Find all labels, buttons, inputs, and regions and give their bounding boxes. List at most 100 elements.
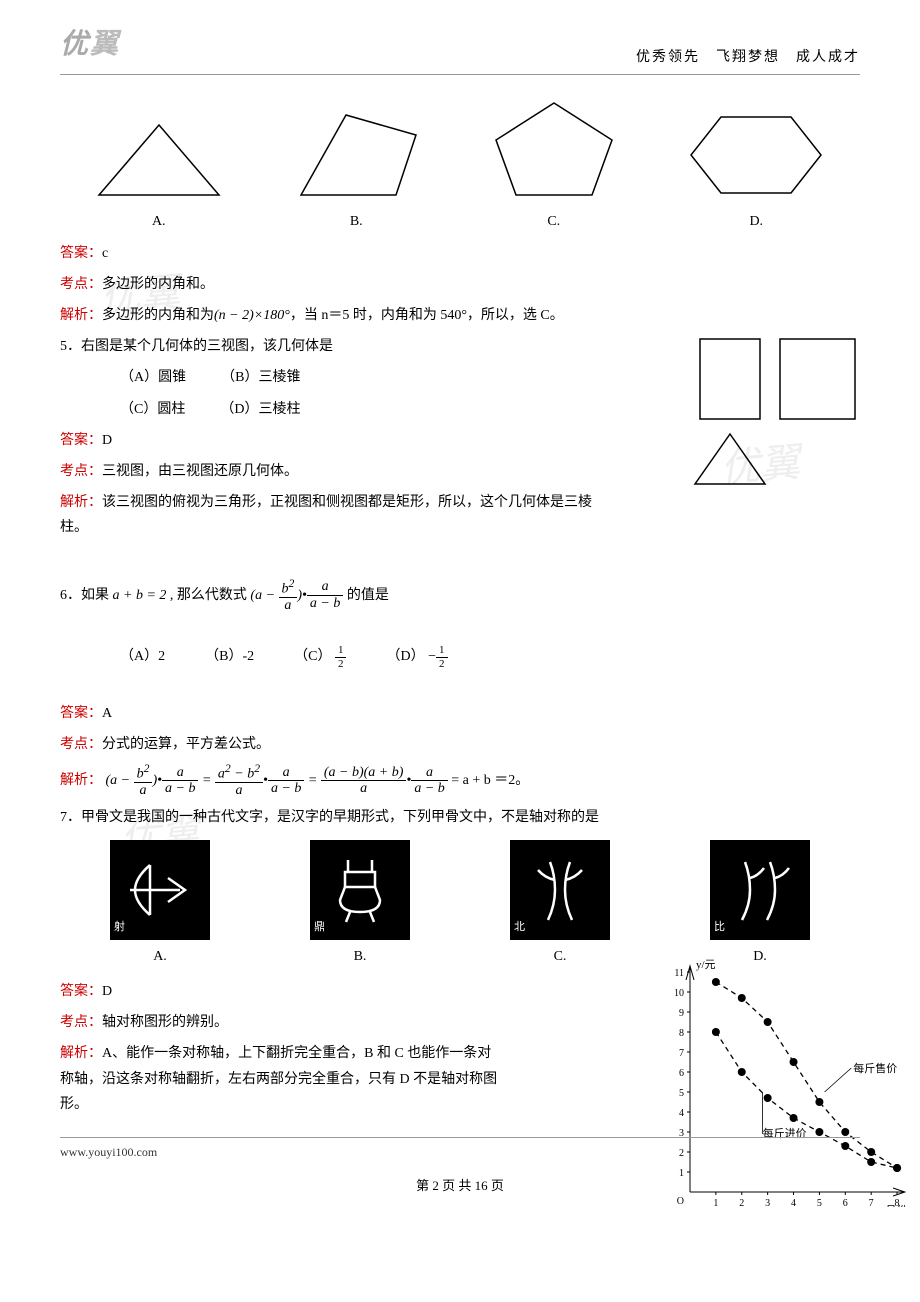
glyph-bi-icon <box>720 850 800 930</box>
logo-char-2: 翼 <box>90 29 120 60</box>
q4-analysis: 解析：多边形的内角和为(n − 2)×180°，当 n＝5 时，内角和为 540… <box>60 303 860 328</box>
answer-value: A <box>102 706 112 721</box>
q7-stem: 7．甲骨文是我国的一种古代文字，是汉字的早期形式，下列甲骨文中，不是轴对称的是 <box>60 805 860 830</box>
q5-analysis: 解析：该三视图的俯视为三角形，正视图和侧视图都是矩形，所以，这个几何体是三棱柱。 <box>60 490 600 540</box>
q6-answer: 答案：A <box>60 701 860 726</box>
page-header: 优翼 优秀领先 飞翔梦想 成人成才 <box>60 20 860 75</box>
q4-shape-b: B. <box>286 105 426 234</box>
q6-analysis-tail: = a + b ＝2。 <box>451 773 529 788</box>
q6-analysis-expr: (a − b2a)•aa − b = a2 − b2a•aa − b = (a … <box>106 773 452 788</box>
svg-text:1: 1 <box>713 1198 718 1207</box>
q7-topic: 考点：轴对称图形的辨别。 <box>60 1010 860 1035</box>
answer-label: 答案： <box>60 246 102 261</box>
svg-text:7: 7 <box>869 1198 874 1207</box>
q7-img-d: 比 D. <box>710 840 810 969</box>
q5-opt-d: （D）三棱柱 <box>227 402 300 417</box>
answer-label: 答案： <box>60 706 102 721</box>
q7-label: C. <box>554 944 567 969</box>
quadrilateral-shape-icon <box>286 105 426 205</box>
q6-expr: (a − b2a)•aa − b <box>250 588 346 603</box>
q4-shape-d: D. <box>681 105 831 234</box>
analysis-formula: (n − 2)×180° <box>214 308 290 323</box>
oracle-glyph-d: 比 <box>710 840 810 940</box>
q4-answer: 答案：c <box>60 241 860 266</box>
q6-cond: a + b = 2 <box>113 588 167 603</box>
q4-topic: 考点：多边形的内角和。 <box>60 272 860 297</box>
glyph-caption: 射 <box>114 918 125 938</box>
header-slogan: 优秀领先 飞翔梦想 成人成才 <box>636 45 860 70</box>
footer-url: www.youyi100.com <box>60 1137 860 1164</box>
q6-opt-c-label: （C） <box>294 649 331 664</box>
answer-label: 答案： <box>60 433 102 448</box>
svg-text:O: O <box>677 1196 684 1207</box>
q6-opt-d: （D） −12 <box>386 644 447 669</box>
q5-opt-c: （C）圆柱 <box>120 402 185 417</box>
glyph-caption: 鼎 <box>314 918 325 938</box>
q7-analysis: 解析：A、能作一条对称轴，上下翻折完全重合，B 和 C 也能作一条对称轴，沿这条… <box>60 1041 500 1117</box>
analysis-value: 该三视图的俯视为三角形，正视图和侧视图都是矩形，所以，这个几何体是三棱柱。 <box>60 495 592 535</box>
analysis-label: 解析： <box>60 773 102 788</box>
q5-opt-a: （A）圆锥 <box>120 370 186 385</box>
svg-text:x/月份: x/月份 <box>877 1204 908 1207</box>
svg-text:5: 5 <box>817 1198 822 1207</box>
oracle-glyph-b: 鼎 <box>310 840 410 940</box>
shape-label: A. <box>152 209 166 234</box>
svg-text:6: 6 <box>843 1198 848 1207</box>
q4-shapes-row: A. B. C. D. <box>60 95 860 234</box>
q6-opt-a: （A）2 <box>120 644 165 669</box>
analysis-post: ，当 n＝5 时，内角和为 540°，所以，选 C。 <box>290 308 564 323</box>
q6-mid: , 那么代数式 <box>170 588 247 603</box>
three-view-icon <box>680 334 880 494</box>
analysis-pre: 多边形的内角和为 <box>102 308 214 323</box>
q4-shape-a: A. <box>89 115 229 234</box>
q6-opt-d-label: （D） <box>386 649 424 664</box>
glyph-arrow-icon <box>120 850 200 930</box>
q7-answer-block: 答案：D 考点：轴对称图形的辨别。 解析：A、能作一条对称轴，上下翻折完全重合，… <box>60 979 860 1117</box>
topic-value: 分式的运算，平方差公式。 <box>102 737 270 752</box>
q4-shape-c: C. <box>484 95 624 234</box>
topic-value: 轴对称图形的辨别。 <box>102 1015 228 1030</box>
glyph-ding-icon <box>320 850 400 930</box>
analysis-label: 解析： <box>60 495 102 510</box>
topic-label: 考点： <box>60 277 102 292</box>
topic-label: 考点： <box>60 464 102 479</box>
q7-label: B. <box>354 944 367 969</box>
q7-img-a: 射 A. <box>110 840 210 969</box>
analysis-label: 解析： <box>60 1046 102 1061</box>
q7-img-b: 鼎 B. <box>310 840 410 969</box>
q6-analysis: 解析： (a − b2a)•aa − b = a2 − b2a•aa − b =… <box>60 763 860 798</box>
q6-stem: 6．如果 a + b = 2 , 那么代数式 (a − b2a)•aa − b … <box>60 578 860 613</box>
shape-label: B. <box>350 209 363 234</box>
q7-answer: 答案：D <box>60 979 860 1004</box>
hexagon-shape-icon <box>681 105 831 205</box>
logo-char-1: 优 <box>60 29 90 60</box>
q5-block: 5．右图是某个几何体的三视图，该几何体是 （A）圆锥 （B）三棱锥 （C）圆柱 … <box>60 334 860 540</box>
analysis-label: 解析： <box>60 308 102 323</box>
topic-value: 多边形的内角和。 <box>102 277 214 292</box>
q6-opt-b: （B）-2 <box>205 644 254 669</box>
pentagon-shape-icon <box>484 95 624 205</box>
q5-opt-b: （B）三棱锥 <box>228 370 300 385</box>
brand-logo: 优翼 <box>60 20 120 70</box>
page-number: 第 2 页 共 16 页 <box>60 1174 860 1197</box>
topic-value: 三视图，由三视图还原几何体。 <box>102 464 298 479</box>
triangle-shape-icon <box>89 115 229 205</box>
three-view-figure <box>680 334 880 494</box>
answer-value: c <box>102 246 108 261</box>
oracle-glyph-c: 北 <box>510 840 610 940</box>
answer-value: D <box>102 984 112 999</box>
answer-value: D <box>102 433 112 448</box>
glyph-caption: 比 <box>714 918 725 938</box>
svg-text:4: 4 <box>791 1198 796 1207</box>
shape-label: D. <box>749 209 763 234</box>
shape-label: C. <box>547 209 560 234</box>
q6-opt-c: （C） 12 <box>294 644 346 669</box>
q6-topic: 考点：分式的运算，平方差公式。 <box>60 732 860 757</box>
q6-options: （A）2 （B）-2 （C） 12 （D） −12 <box>60 644 860 669</box>
analysis-value: A、能作一条对称轴，上下翻折完全重合，B 和 C 也能作一条对称轴，沿这条对称轴… <box>60 1046 497 1111</box>
topic-label: 考点： <box>60 737 102 752</box>
q6-pre: 6．如果 <box>60 588 109 603</box>
q7-img-c: 北 C. <box>510 840 610 969</box>
svg-text:3: 3 <box>765 1198 770 1207</box>
q7-images-row: 射 A. 鼎 B. 北 C. <box>60 840 860 969</box>
